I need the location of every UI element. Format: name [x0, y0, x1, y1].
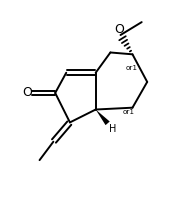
Text: O: O [115, 23, 125, 36]
Polygon shape [96, 110, 110, 125]
Text: H: H [109, 124, 117, 134]
Text: or1: or1 [122, 109, 134, 115]
Text: or1: or1 [126, 65, 138, 71]
Text: O: O [22, 87, 32, 99]
